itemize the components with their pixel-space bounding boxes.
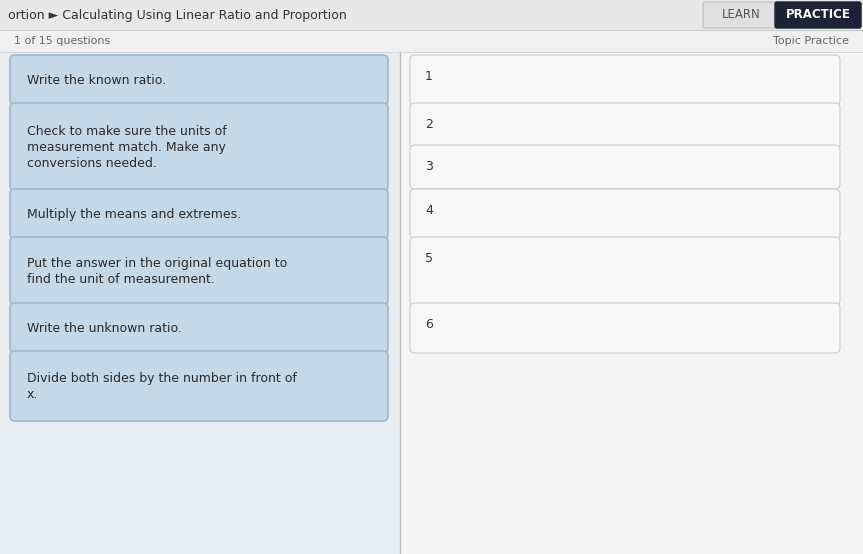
- Text: Multiply the means and extremes.: Multiply the means and extremes.: [27, 208, 241, 221]
- FancyBboxPatch shape: [10, 189, 388, 239]
- Text: Write the known ratio.: Write the known ratio.: [27, 74, 166, 87]
- FancyBboxPatch shape: [0, 0, 863, 30]
- Text: 1 of 15 questions: 1 of 15 questions: [14, 36, 110, 46]
- FancyBboxPatch shape: [10, 55, 388, 105]
- FancyBboxPatch shape: [10, 103, 388, 191]
- FancyBboxPatch shape: [10, 351, 388, 421]
- Text: Topic Practice: Topic Practice: [773, 36, 849, 46]
- FancyBboxPatch shape: [410, 145, 840, 189]
- FancyBboxPatch shape: [0, 30, 863, 52]
- FancyBboxPatch shape: [10, 303, 388, 353]
- FancyBboxPatch shape: [410, 55, 840, 105]
- FancyBboxPatch shape: [703, 2, 779, 28]
- Text: 4: 4: [425, 204, 433, 217]
- Text: Divide both sides by the number in front of: Divide both sides by the number in front…: [27, 372, 297, 385]
- Text: conversions needed.: conversions needed.: [27, 157, 157, 170]
- FancyBboxPatch shape: [0, 52, 400, 554]
- Text: Check to make sure the units of: Check to make sure the units of: [27, 125, 227, 138]
- FancyBboxPatch shape: [10, 237, 388, 305]
- Text: ortion ► Calculating Using Linear Ratio and Proportion: ortion ► Calculating Using Linear Ratio …: [8, 8, 347, 22]
- Text: 3: 3: [425, 160, 433, 173]
- Text: 5: 5: [425, 252, 433, 265]
- FancyBboxPatch shape: [410, 237, 840, 305]
- Text: PRACTICE: PRACTICE: [785, 8, 850, 22]
- Text: Write the unknown ratio.: Write the unknown ratio.: [27, 322, 182, 335]
- FancyBboxPatch shape: [775, 2, 861, 28]
- Text: 1: 1: [425, 70, 433, 83]
- FancyBboxPatch shape: [410, 189, 840, 239]
- FancyBboxPatch shape: [410, 303, 840, 353]
- FancyBboxPatch shape: [400, 52, 863, 554]
- FancyBboxPatch shape: [410, 103, 840, 149]
- Text: find the unit of measurement.: find the unit of measurement.: [27, 273, 215, 286]
- Text: x.: x.: [27, 388, 38, 401]
- Text: measurement match. Make any: measurement match. Make any: [27, 141, 226, 154]
- Text: 2: 2: [425, 118, 433, 131]
- Text: 6: 6: [425, 318, 433, 331]
- Text: LEARN: LEARN: [721, 8, 760, 22]
- Text: Put the answer in the original equation to: Put the answer in the original equation …: [27, 257, 287, 270]
